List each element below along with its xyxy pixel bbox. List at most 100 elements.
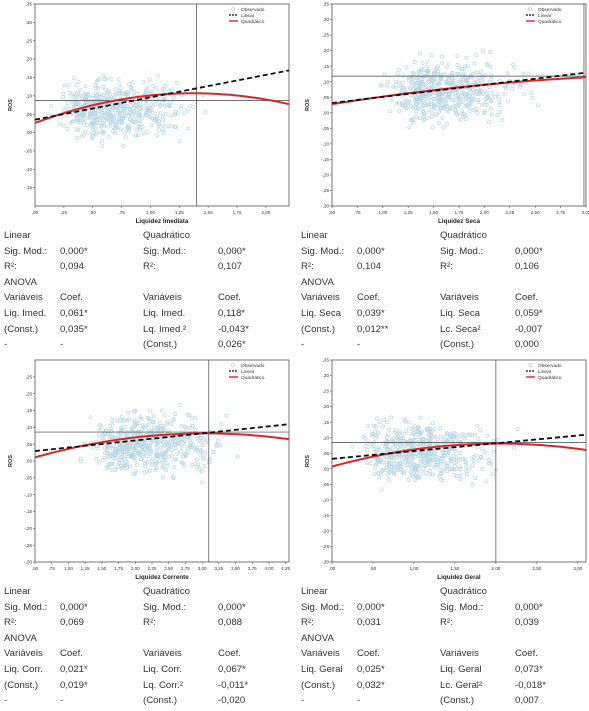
data-point bbox=[141, 441, 146, 446]
stats-cell: Linear bbox=[301, 230, 328, 241]
stats-row: (Const.) 0,019* Lq. Corr.² -0,011* bbox=[2, 678, 292, 694]
data-point bbox=[396, 431, 401, 436]
data-point bbox=[426, 116, 431, 121]
x-tick-label: 2,00 bbox=[131, 566, 140, 571]
data-point bbox=[136, 430, 140, 435]
data-point bbox=[436, 98, 441, 103]
data-point bbox=[131, 119, 136, 124]
data-point bbox=[120, 111, 125, 116]
data-point bbox=[119, 104, 124, 108]
observed-points bbox=[378, 48, 540, 130]
x-tick-label: ,50 bbox=[329, 210, 336, 215]
data-point bbox=[428, 437, 433, 442]
data-point bbox=[454, 467, 459, 472]
data-point bbox=[460, 91, 464, 96]
data-point bbox=[428, 458, 433, 463]
data-point bbox=[402, 470, 407, 475]
stats-row: Liq. Seca 0,039* Liq. Seca 0,059* bbox=[299, 306, 589, 322]
data-point bbox=[489, 112, 494, 117]
data-point bbox=[178, 402, 183, 407]
y-axis-label: ROS bbox=[8, 99, 14, 111]
data-point bbox=[465, 79, 470, 84]
data-point bbox=[162, 427, 167, 432]
legend-observed-label: Observado bbox=[241, 7, 265, 13]
data-point bbox=[407, 442, 412, 447]
data-point bbox=[96, 433, 101, 438]
data-point bbox=[425, 59, 430, 64]
y-tick-label: -,05 bbox=[24, 475, 32, 480]
data-point bbox=[106, 111, 111, 116]
data-point bbox=[405, 454, 410, 459]
stats-cell: -0,007 bbox=[515, 323, 543, 335]
data-point bbox=[389, 461, 394, 465]
data-point bbox=[204, 440, 209, 445]
data-point bbox=[425, 70, 430, 75]
data-point bbox=[199, 468, 204, 473]
data-point bbox=[94, 456, 99, 461]
data-point bbox=[116, 465, 121, 470]
data-point bbox=[439, 471, 444, 475]
stats-cell: R²: bbox=[440, 261, 453, 273]
data-point bbox=[435, 458, 440, 463]
data-point bbox=[97, 109, 102, 113]
x-tick-label: 2,50 bbox=[531, 210, 540, 215]
data-point bbox=[185, 108, 190, 113]
stats-cell: Sig. Mod.: bbox=[143, 245, 187, 257]
data-point bbox=[458, 434, 463, 439]
data-point bbox=[65, 104, 70, 109]
data-point bbox=[473, 476, 478, 480]
data-point bbox=[497, 95, 502, 100]
data-point bbox=[410, 118, 415, 123]
data-point bbox=[127, 451, 131, 456]
data-point bbox=[376, 471, 381, 476]
data-point bbox=[511, 65, 516, 69]
data-point bbox=[100, 120, 105, 125]
data-point bbox=[459, 67, 464, 72]
data-point bbox=[427, 462, 432, 467]
stats-cell: -0,011* bbox=[218, 679, 249, 691]
data-point bbox=[418, 415, 423, 420]
stats-cell: Lq. Corr.² bbox=[143, 679, 183, 691]
data-point bbox=[218, 443, 223, 448]
stats-cell: 0,088 bbox=[218, 617, 243, 629]
stats-row: Linear Quadrático bbox=[2, 584, 292, 600]
legend-quadratic-label: Quadrático bbox=[241, 19, 265, 25]
y-tick-label: ,10 bbox=[26, 425, 33, 430]
data-point bbox=[185, 446, 190, 451]
y-tick-label: ,35 bbox=[26, 2, 33, 7]
data-point bbox=[439, 456, 444, 461]
data-point bbox=[373, 424, 378, 429]
data-point bbox=[122, 429, 127, 434]
data-point bbox=[126, 410, 131, 415]
data-point bbox=[402, 417, 407, 422]
data-point bbox=[449, 467, 454, 472]
data-point bbox=[130, 442, 135, 447]
stats-cell: Liq. Geral bbox=[301, 663, 343, 675]
data-point bbox=[454, 473, 459, 478]
data-point bbox=[123, 135, 128, 140]
data-point bbox=[155, 447, 160, 452]
data-point bbox=[446, 61, 451, 66]
data-point bbox=[154, 452, 159, 457]
data-point bbox=[100, 143, 105, 148]
data-point bbox=[412, 438, 417, 443]
y-tick-label: ,25 bbox=[323, 389, 330, 394]
data-point bbox=[429, 76, 434, 81]
data-point bbox=[370, 433, 374, 438]
data-point bbox=[482, 89, 487, 94]
data-point bbox=[445, 469, 449, 474]
stats-cell: Coef. bbox=[218, 292, 241, 304]
stats-cell: 0,012** bbox=[357, 323, 389, 335]
data-point bbox=[69, 99, 74, 104]
data-point bbox=[469, 75, 474, 80]
data-point bbox=[423, 439, 428, 444]
data-point bbox=[119, 127, 124, 132]
y-tick-label: ,15 bbox=[323, 420, 330, 425]
data-point bbox=[119, 458, 124, 463]
data-point bbox=[132, 472, 136, 477]
data-point bbox=[428, 426, 433, 431]
data-point bbox=[440, 54, 445, 59]
data-point bbox=[144, 108, 149, 113]
stats-cell: Sig. Mod.: bbox=[301, 245, 345, 257]
stats-cell: Variáveis bbox=[301, 648, 340, 660]
